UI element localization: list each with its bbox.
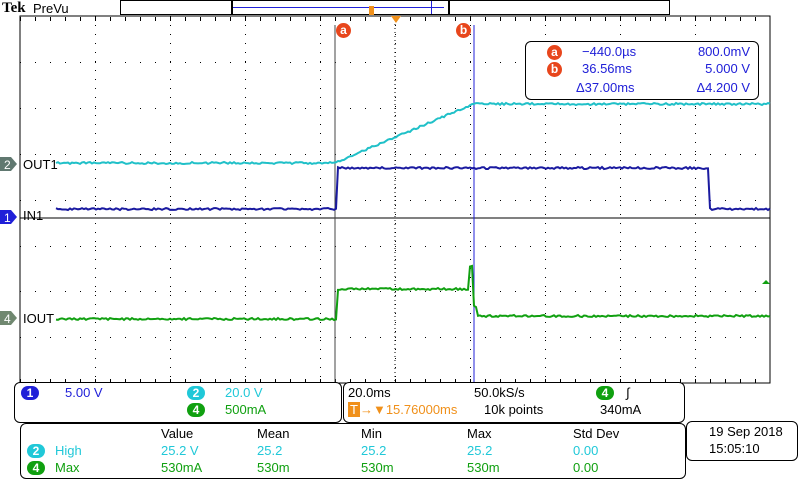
measurement-cell: 0.00 (573, 443, 598, 458)
cursor-readout: a b −440.0µs 36.56ms Δ37.00ms 800.0mV 5.… (525, 41, 759, 100)
measurement-cell: 0.00 (573, 460, 598, 475)
trigger-position-value: 15.76000ms (386, 402, 458, 417)
ch4-badge: 4 (187, 403, 205, 417)
cursor-delta-time: Δ37.00ms (576, 80, 635, 95)
cursor-a-handle[interactable]: a (336, 23, 351, 38)
ch1-scale: 5.00 V (65, 385, 103, 400)
cursor-b-time: 36.56ms (582, 61, 632, 76)
ch4-label: IOUT (23, 311, 54, 326)
measurement-cell: 25.2 (361, 443, 386, 458)
svg-text:4: 4 (4, 312, 11, 326)
cursor-a-icon: a (547, 45, 562, 60)
time: 15:05:10 (709, 441, 760, 456)
vertical-panel[interactable]: 1 5.00 V 2 20.0 V 4 500mA (14, 382, 342, 423)
measurement-channel-badge: 4 (27, 461, 45, 475)
cursor-a-value: 800.0mV (698, 44, 750, 59)
horizontal-panel[interactable]: 20.0ms 50.0kS/s 4 ∫ T →▼15.76000ms 10k po… (343, 382, 685, 423)
trigger-slope-icon: ∫ (626, 385, 630, 400)
ch4-scale: 500mA (225, 402, 266, 417)
trigger-channel-badge: 4 (596, 386, 614, 400)
measurement-header: Std Dev (573, 426, 619, 441)
measurement-cell: 530m (257, 460, 290, 475)
measurement-cell: 25.2 (467, 443, 492, 458)
cursor-b-value: 5.000 V (705, 61, 750, 76)
sample-rate: 50.0kS/s (474, 385, 525, 400)
measurement-header: Max (467, 426, 492, 441)
trigger-icon: T (348, 402, 360, 417)
trigger-position: T →▼15.76000ms (348, 402, 457, 417)
date: 19 Sep 2018 (709, 424, 783, 439)
ch2-label: OUT1 (23, 157, 58, 172)
measurement-header: Value (161, 426, 193, 441)
measurement-cell: 530m (467, 460, 500, 475)
timebase: 20.0ms (348, 385, 391, 400)
cursor-a-time: −440.0µs (582, 44, 636, 59)
measurement-cell: 530mA (161, 460, 202, 475)
measurement-cell: 25.2 V (161, 443, 199, 458)
ch1-badge: 1 (21, 386, 39, 400)
ch2-badge: 2 (187, 386, 205, 400)
measurement-table: Value Mean Min Max Std Dev 2 High 25.2 V 25.2 25.… (20, 423, 686, 479)
measurement-header: Mean (257, 426, 290, 441)
measurement-cell: 25.2 (257, 443, 282, 458)
measurement-name: High (55, 443, 82, 458)
datetime-panel: 19 Sep 2018 15:05:10 (686, 421, 798, 461)
trigger-level: 340mA (600, 402, 641, 417)
cursor-b-icon: b (547, 62, 562, 77)
svg-text:2: 2 (4, 158, 11, 172)
measurement-channel-badge: 2 (27, 444, 45, 458)
measurement-cell: 530m (361, 460, 394, 475)
svg-text:1: 1 (4, 211, 11, 225)
cursor-b-handle[interactable]: b (456, 23, 471, 38)
ch1-label: IN1 (23, 208, 43, 223)
cursor-delta-value: Δ4.200 V (697, 80, 751, 95)
measurement-name: Max (55, 460, 80, 475)
measurement-header: Min (361, 426, 382, 441)
ch2-scale: 20.0 V (225, 385, 263, 400)
record-length: 10k points (484, 402, 543, 417)
